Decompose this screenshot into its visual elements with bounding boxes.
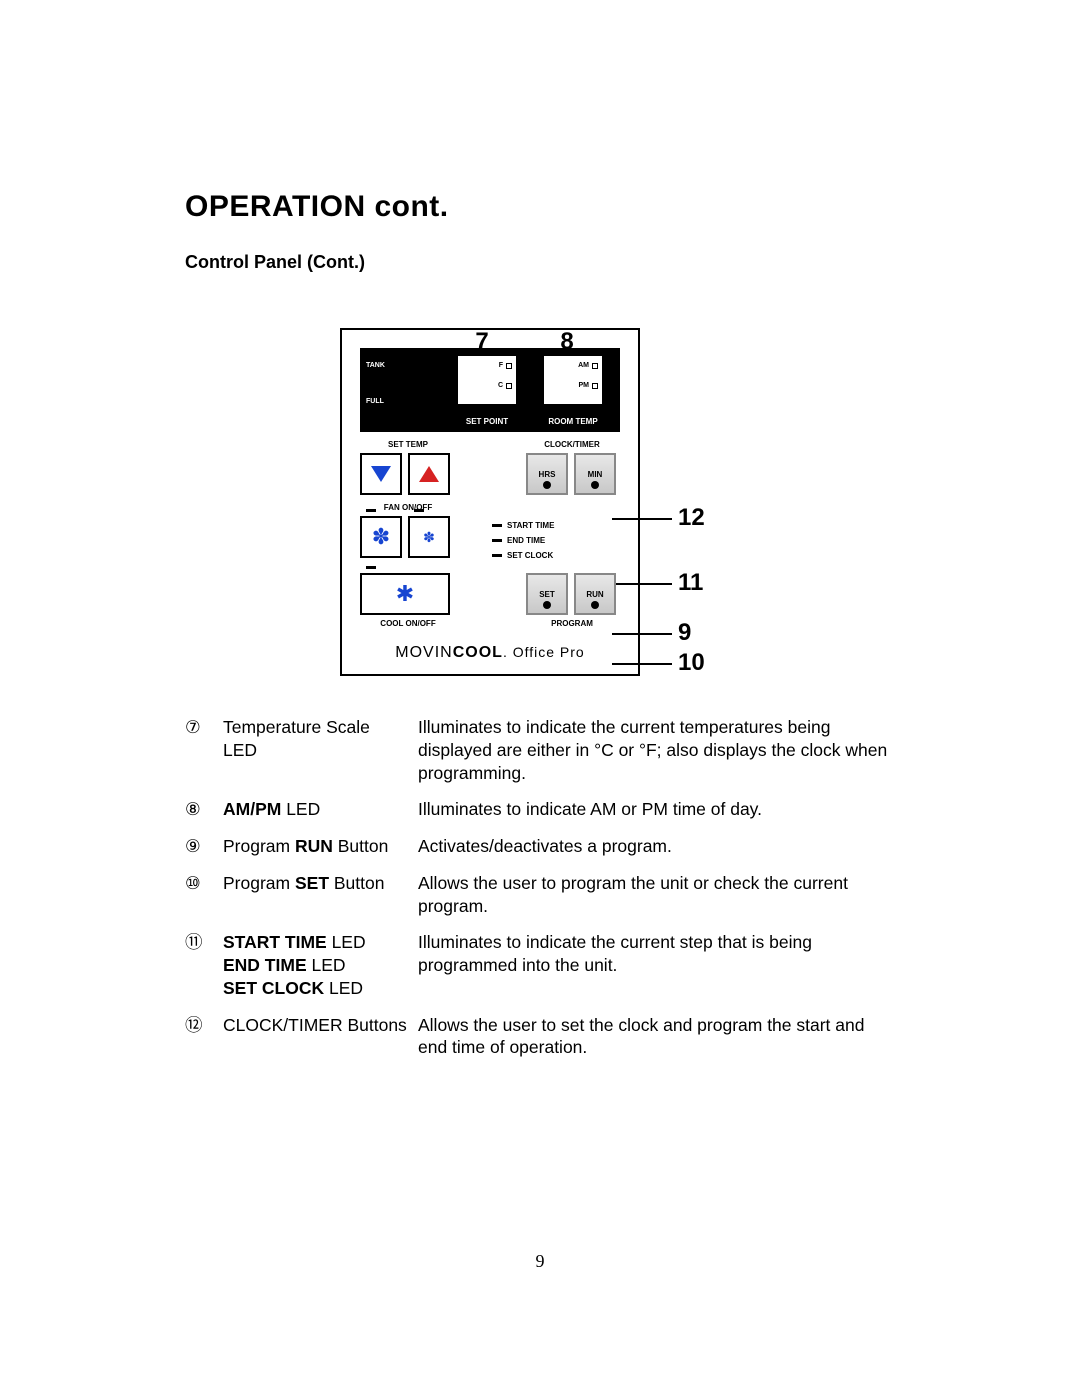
legend-name: CLOCK/TIMER Buttons: [223, 1014, 418, 1060]
legend-row: ⑩Program SET ButtonAllows the user to pr…: [185, 872, 895, 918]
fan-small-icon: ✽: [423, 529, 435, 546]
legend-row: ⑫CLOCK/TIMER ButtonsAllows the user to s…: [185, 1014, 895, 1060]
clock-timer-label: CLOCK/TIMER: [524, 440, 620, 449]
legend-name: Temperature Scale LED: [223, 716, 418, 784]
timer-led-list: START TIME END TIME SET CLOCK: [492, 518, 554, 563]
legend-description: Allows the user to program the unit or c…: [418, 872, 895, 918]
up-arrow-icon: [419, 466, 439, 482]
hrs-button[interactable]: HRS: [526, 453, 568, 495]
program-bottom-label: PROGRAM: [524, 619, 620, 628]
page-number: 9: [0, 1251, 1080, 1272]
legend-table: ⑦Temperature Scale LEDIlluminates to ind…: [185, 716, 895, 1059]
legend-row: ⑧AM/PM LEDIlluminates to indicate AM or …: [185, 798, 895, 821]
program-run-button[interactable]: RUN: [574, 573, 616, 615]
legend-name: Program RUN Button: [223, 835, 418, 858]
room-temp-label: ROOM TEMP: [540, 417, 606, 426]
fan-high-button[interactable]: ✽: [360, 516, 402, 558]
legend-number: ⑪: [185, 931, 223, 999]
legend-number: ⑨: [185, 835, 223, 858]
legend-row: ⑨Program RUN ButtonActivates/deactivates…: [185, 835, 895, 858]
page-title: OPERATION cont.: [185, 190, 895, 224]
legend-number: ⑫: [185, 1014, 223, 1060]
legend-row: ⑦Temperature Scale LEDIlluminates to ind…: [185, 716, 895, 784]
set-point-window: F C: [458, 356, 516, 404]
min-button[interactable]: MIN: [574, 453, 616, 495]
callout-number: 9: [678, 619, 691, 647]
control-panel-diagram: 78 1211910 TANK FULL F C AM PM SET P: [330, 328, 750, 676]
temp-up-button[interactable]: [408, 453, 450, 495]
brand-line: MOVINCOOL. Office Pro: [360, 644, 620, 662]
fan-low-button[interactable]: ✽: [408, 516, 450, 558]
legend-name: START TIME LEDEND TIME LEDSET CLOCK LED: [223, 931, 418, 999]
legend-description: Illuminates to indicate the current temp…: [418, 716, 895, 784]
panel-frame: TANK FULL F C AM PM SET POINT ROOM TEMP …: [340, 328, 640, 676]
program-set-button[interactable]: SET: [526, 573, 568, 615]
legend-number: ⑧: [185, 798, 223, 821]
legend-number: ⑦: [185, 716, 223, 784]
cool-onoff-button[interactable]: ✱: [360, 573, 450, 615]
legend-name: AM/PM LED: [223, 798, 418, 821]
legend-name: Program SET Button: [223, 872, 418, 918]
callout-number: 11: [678, 569, 703, 597]
snowflake-icon: ✱: [396, 581, 414, 607]
callout-number: 12: [678, 504, 705, 532]
set-point-label: SET POINT: [454, 417, 520, 426]
room-temp-window: AM PM: [544, 356, 602, 404]
cool-onoff-bottom-label: COOL ON/OFF: [360, 619, 456, 628]
tank-full-labels: TANK FULL: [366, 358, 385, 410]
lcd-display: TANK FULL F C AM PM SET POINT ROOM TEMP: [360, 348, 620, 432]
legend-description: Allows the user to set the clock and pro…: [418, 1014, 895, 1060]
callout-number: 10: [678, 649, 705, 677]
legend-number: ⑩: [185, 872, 223, 918]
section-subtitle: Control Panel (Cont.): [185, 252, 895, 273]
fan-icon: ✽: [372, 524, 390, 550]
set-temp-label: SET TEMP: [360, 440, 456, 449]
legend-row: ⑪START TIME LEDEND TIME LEDSET CLOCK LED…: [185, 931, 895, 999]
down-arrow-icon: [371, 466, 391, 482]
legend-description: Activates/deactivates a program.: [418, 835, 895, 858]
temp-down-button[interactable]: [360, 453, 402, 495]
legend-description: Illuminates to indicate AM or PM time of…: [418, 798, 895, 821]
legend-description: Illuminates to indicate the current step…: [418, 931, 895, 999]
